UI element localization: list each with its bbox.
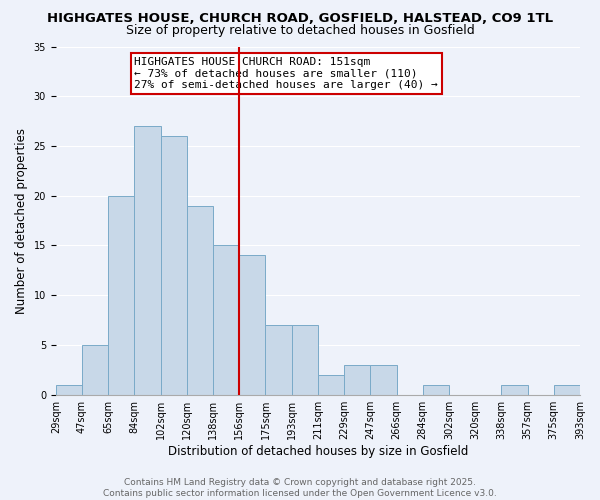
X-axis label: Distribution of detached houses by size in Gosfield: Distribution of detached houses by size … — [168, 444, 468, 458]
Y-axis label: Number of detached properties: Number of detached properties — [15, 128, 28, 314]
Bar — [239, 256, 265, 394]
Bar — [344, 365, 370, 394]
Bar — [554, 385, 580, 394]
Text: HIGHGATES HOUSE CHURCH ROAD: 151sqm
← 73% of detached houses are smaller (110)
2: HIGHGATES HOUSE CHURCH ROAD: 151sqm ← 73… — [134, 57, 438, 90]
Bar — [56, 385, 82, 394]
Bar — [423, 385, 449, 394]
Bar — [134, 126, 161, 394]
Bar — [82, 345, 108, 395]
Bar — [108, 196, 134, 394]
Bar — [318, 375, 344, 394]
Bar — [161, 136, 187, 394]
Text: Size of property relative to detached houses in Gosfield: Size of property relative to detached ho… — [125, 24, 475, 37]
Text: Contains HM Land Registry data © Crown copyright and database right 2025.
Contai: Contains HM Land Registry data © Crown c… — [103, 478, 497, 498]
Bar — [265, 325, 292, 394]
Bar — [187, 206, 213, 394]
Bar — [213, 246, 239, 394]
Bar — [370, 365, 397, 394]
Bar — [502, 385, 527, 394]
Bar — [292, 325, 318, 394]
Text: HIGHGATES HOUSE, CHURCH ROAD, GOSFIELD, HALSTEAD, CO9 1TL: HIGHGATES HOUSE, CHURCH ROAD, GOSFIELD, … — [47, 12, 553, 26]
